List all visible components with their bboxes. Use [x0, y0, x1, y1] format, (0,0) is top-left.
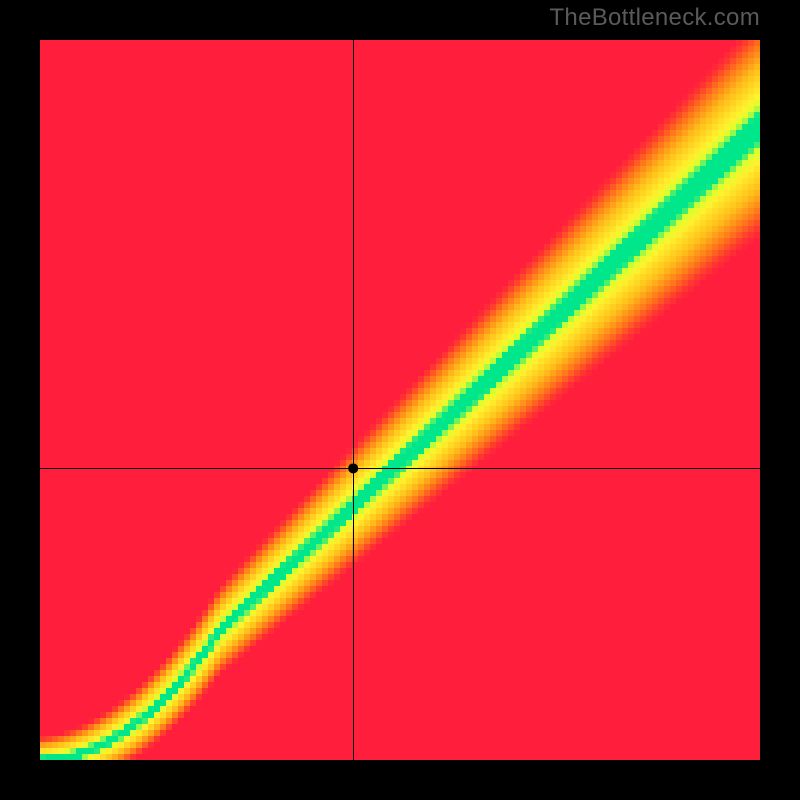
heatmap-canvas: [40, 40, 760, 760]
heatmap-plot: [40, 40, 760, 760]
chart-container: TheBottleneck.com: [0, 0, 800, 800]
watermark-text: TheBottleneck.com: [549, 4, 760, 32]
